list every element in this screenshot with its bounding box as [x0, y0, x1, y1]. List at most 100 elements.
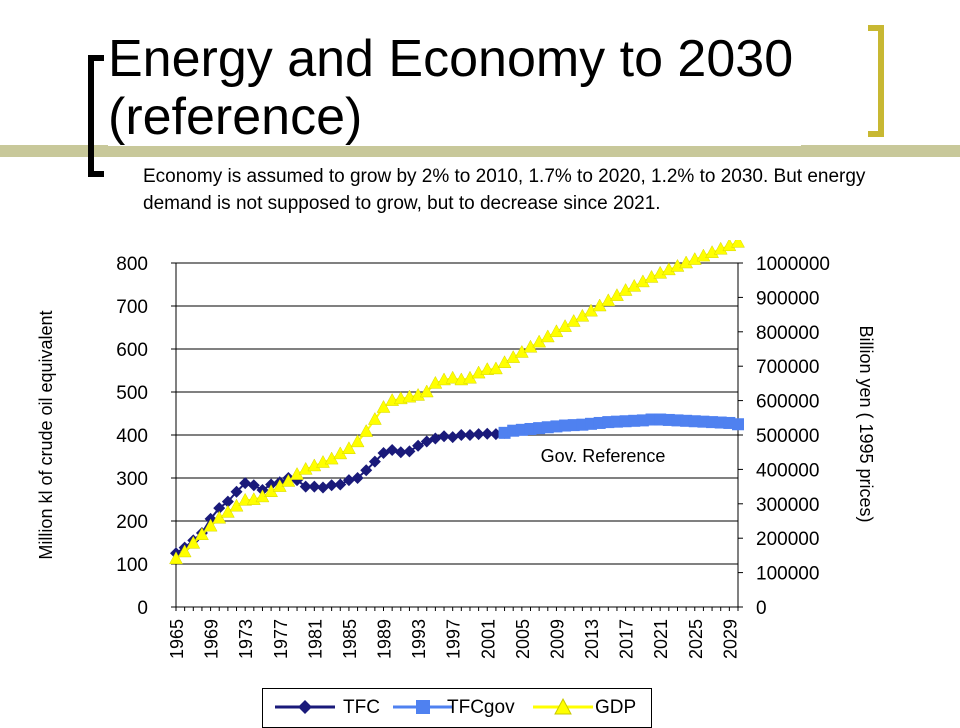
- y2-tick-label: 200000: [756, 529, 819, 550]
- y-tick-label: 800: [116, 254, 148, 275]
- x-tick-label: 1985: [340, 619, 360, 659]
- y-tick-label: 0: [137, 598, 148, 619]
- data-point-tfc: [429, 432, 442, 445]
- data-point-gdp: [376, 399, 391, 413]
- legend: TFC TFCgov GDP: [262, 688, 652, 728]
- data-point-gdp: [177, 544, 192, 558]
- x-tick-label: 1965: [167, 619, 187, 659]
- left-axis-ticks: 0 100 200 300 400 500 600 700 800: [116, 254, 176, 619]
- y-tick-label: 700: [116, 297, 148, 318]
- x-tick-label: 2001: [478, 619, 498, 659]
- series-layer: [169, 240, 745, 565]
- y2-axis-label: Billion yen ( 1995 prices): [856, 325, 876, 522]
- data-point-tfc: [481, 427, 494, 440]
- data-point-gdp: [186, 535, 201, 549]
- x-tick-label: 1969: [202, 619, 222, 659]
- data-point-tfc: [334, 478, 347, 491]
- slide-subtitle: Economy is assumed to grow by 2% to 2010…: [143, 166, 866, 214]
- data-point-gdp: [367, 411, 382, 425]
- x-tick-label: 1973: [236, 619, 256, 659]
- x-tick-label: 1981: [305, 619, 325, 659]
- x-tick-label: 2005: [513, 619, 533, 659]
- data-point-tfc: [308, 480, 321, 493]
- right-bracket-decoration: [868, 25, 884, 137]
- legend-item-gdp: GDP: [533, 697, 636, 718]
- x-tick-label: 2029: [720, 619, 740, 659]
- data-point-tfc: [316, 481, 329, 494]
- data-point-tfc: [368, 455, 381, 468]
- x-tick-label: 1989: [375, 619, 395, 659]
- legend-swatch-tfcgov: [393, 700, 453, 714]
- data-point-tfc: [386, 444, 399, 457]
- data-point-gdp: [169, 551, 183, 565]
- gov-reference-annotation: Gov. Reference: [541, 446, 666, 466]
- left-bracket-decoration: [88, 55, 104, 177]
- data-point-tfc: [455, 429, 468, 441]
- right-axis-ticks: 0 100000 200000 300000 400000 500000 600000 700…: [738, 254, 830, 619]
- data-point-tfc: [351, 472, 364, 484]
- title-line-2: (reference): [108, 88, 363, 146]
- data-point-tfc: [472, 428, 485, 441]
- data-point-tfc: [230, 485, 243, 498]
- x-axis-ticks: 1965 1969 1973 1977 1981 1985 1989 1993 1997 2001…: [167, 607, 740, 659]
- x-tick-label: 2021: [651, 619, 671, 659]
- data-point-gdp: [359, 424, 374, 437]
- y2-tick-label: 500000: [756, 426, 819, 447]
- x-tick-label: 2017: [617, 619, 637, 659]
- data-point-tfcgov: [732, 418, 744, 431]
- data-point-tfc: [213, 502, 226, 515]
- y-tick-label: 100: [116, 555, 148, 576]
- data-point-tfc: [412, 439, 425, 452]
- x-tick-label: 1977: [271, 619, 291, 659]
- legend-swatch-tfc: [275, 700, 335, 714]
- data-point-tfc: [221, 495, 234, 508]
- data-point-tfc: [394, 446, 407, 459]
- data-point-gdp: [445, 370, 460, 384]
- data-point-tfc: [463, 429, 476, 441]
- data-point-tfc: [342, 474, 355, 487]
- legend-label-tfc: TFC: [343, 697, 380, 718]
- y2-tick-label: 800000: [756, 323, 819, 344]
- data-point-tfc: [247, 479, 260, 492]
- legend-item-tfcgov: TFCgov: [393, 697, 515, 718]
- data-point-tfc: [403, 445, 416, 458]
- accent-bar: [0, 145, 960, 157]
- y-tick-label: 300: [116, 469, 148, 490]
- series-tfcgov: [498, 413, 744, 439]
- y2-tick-label: 300000: [756, 495, 819, 516]
- y-axis-label: Million kl of crude oil equivalent: [36, 310, 56, 559]
- legend-label-gdp: GDP: [595, 697, 637, 718]
- data-point-tfc: [239, 477, 252, 490]
- y2-tick-label: 100000: [756, 564, 819, 585]
- y2-tick-label: 900000: [756, 288, 819, 309]
- data-point-tfc: [438, 430, 451, 443]
- data-point-gdp: [281, 473, 296, 487]
- y-tick-label: 400: [116, 426, 148, 447]
- y-tick-label: 600: [116, 340, 148, 361]
- data-point-tfc: [299, 480, 312, 493]
- data-point-gdp: [203, 518, 218, 532]
- y2-tick-label: 600000: [756, 392, 819, 413]
- data-point-gdp: [350, 434, 365, 448]
- legend-item-tfc: TFC: [275, 697, 380, 718]
- y-tick-label: 200: [116, 512, 148, 533]
- slide-title: Energy and Economy to 2030 (reference): [108, 30, 802, 146]
- y2-tick-label: 700000: [756, 357, 819, 378]
- data-point-gdp: [419, 384, 434, 398]
- data-point-gdp: [342, 441, 356, 455]
- data-point-tfc: [446, 431, 459, 444]
- legend-swatch-gdp: [533, 697, 593, 715]
- x-tick-label: 1993: [409, 619, 429, 659]
- title-line-1: Energy and Economy to 2030: [108, 30, 794, 88]
- y2-tick-label: 400000: [756, 460, 819, 481]
- x-tick-label: 1997: [444, 619, 464, 659]
- x-tick-label: 2009: [547, 619, 567, 659]
- x-tick-label: 2025: [686, 619, 706, 659]
- energy-economy-chart: 0 100 200 300 400 500 600 700 800 0 100000 200000 3…: [36, 240, 876, 659]
- data-point-tfc: [360, 464, 373, 477]
- legend-label-tfcgov: TFCgov: [447, 697, 515, 718]
- y-tick-label: 500: [116, 383, 148, 404]
- data-point-gdp: [195, 527, 209, 541]
- x-tick-label: 2013: [582, 619, 602, 659]
- gridlines: [176, 305, 738, 565]
